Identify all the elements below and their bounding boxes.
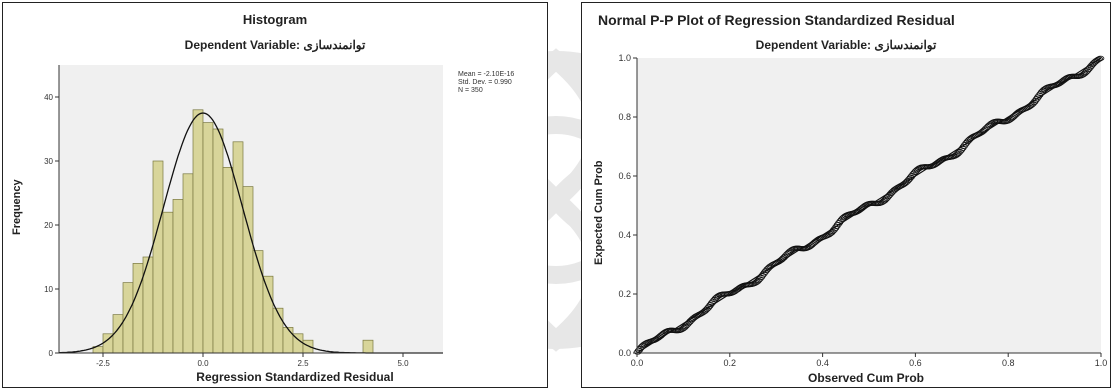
histogram-bar [302,339,314,354]
pp-point [880,198,889,204]
pp-plot: 0.0 0.2 0.4 0.6 0.8 1.0 0.0 0.2 0.4 0.6 0.8 1.0 [618,53,1108,368]
histogram-bar [232,141,244,354]
pp-point [837,216,846,222]
histogram-bar [252,250,264,354]
pp-point [752,279,761,285]
histogram-x-tick-label: 5.0 [397,359,409,368]
histogram-y-tick-label: 10 [44,285,53,294]
pp-plot-subtitle: Dependent Variable: توانمندسازی [755,38,937,52]
pp-plot-panel: Normal P-P Plot of Regression Standardiz… [581,2,1111,388]
histogram-x-axis-label: Regression Standardized Residual [196,370,394,384]
histogram-bar [282,327,294,354]
histogram-y-tick-label: 20 [44,221,53,230]
stats-n: N = 350 [458,87,483,94]
histogram-x-tick-label: -2.5 [96,359,110,368]
histogram-y-tick-label: 30 [44,157,53,166]
stats-std-dev: Std. Dev. = 0.990 [458,79,512,86]
pp-point [729,289,738,295]
pp-point [774,259,783,265]
histogram-bar [162,211,174,354]
histogram-subtitle: Dependent Variable: توانمندسازی [184,38,366,52]
pp-point [1053,81,1062,87]
pp-point [950,153,959,159]
pp-point [1095,56,1104,62]
histogram-y-tick-label: 40 [44,93,53,102]
pp-y-tick-label: 0.4 [618,230,631,240]
histogram-bar [212,128,224,354]
pp-point [803,245,812,251]
reference-diagonal-line [636,57,1102,354]
histogram-plot: 0 10 20 30 40 -2.5 0.0 2.5 5.0 [44,65,443,368]
pp-y-tick-label: 0.8 [618,112,631,122]
histogram-bar [362,339,374,354]
pp-plot-title: Normal P-P Plot of Regression Standardiz… [598,12,955,28]
pp-point [701,308,710,314]
histogram-panel: Histogram Dependent Variable: توانمندساز… [2,2,548,388]
pp-x-tick-label: 1.0 [1095,358,1108,368]
histogram-bar [132,263,144,354]
pp-x-tick-label: 0.2 [724,358,737,368]
pp-point [897,182,906,189]
pp-y-tick-label: 0.6 [618,171,631,181]
pp-point [827,230,836,236]
histogram-bar [272,307,284,354]
pp-point [697,310,706,317]
pp-x-tick-label: 0.0 [631,358,644,368]
pp-x-tick-label: 0.6 [909,358,922,368]
pp-point [1080,70,1089,77]
histogram-bar [122,282,134,354]
pp-x-tick-label: 0.4 [816,358,829,368]
histogram-x-tick-label: 2.5 [297,359,309,368]
histogram-title: Histogram [242,12,308,27]
pp-y-tick-label: 0.2 [618,289,631,299]
histogram-bar [172,199,184,354]
pp-point [681,323,690,330]
histogram-bar [262,275,274,354]
pp-point [823,232,832,239]
pp-point [1096,55,1105,61]
pp-point [1088,61,1097,68]
histogram-bar [192,109,204,354]
pp-y-tick-label: 1.0 [618,53,631,63]
pp-point [902,179,911,185]
histogram-bar [202,122,214,354]
pp-point [881,196,890,203]
stats-mean: Mean = -2.10E-16 [458,71,515,78]
pp-x-tick-label: 0.8 [1002,358,1015,368]
pp-plot-x-axis-label: Observed Cum Prob [807,371,925,385]
pp-point [963,138,972,144]
pp-point [680,325,689,331]
histogram-x-tick-label: 0.0 [197,359,209,368]
histogram-bar [222,167,234,354]
histogram-stats: Mean = -2.10E-16 Std. Dev. = 0.990 N = 3… [458,71,514,95]
histogram-y-tick-label: 0 [49,349,54,358]
pp-point [953,151,962,157]
pp-point [783,251,792,257]
pp-point [1093,57,1102,63]
pp-y-tick-label: 0.0 [618,348,631,358]
histogram-bar [152,160,164,354]
histogram-bar [182,173,194,354]
histogram-bar [242,186,254,354]
